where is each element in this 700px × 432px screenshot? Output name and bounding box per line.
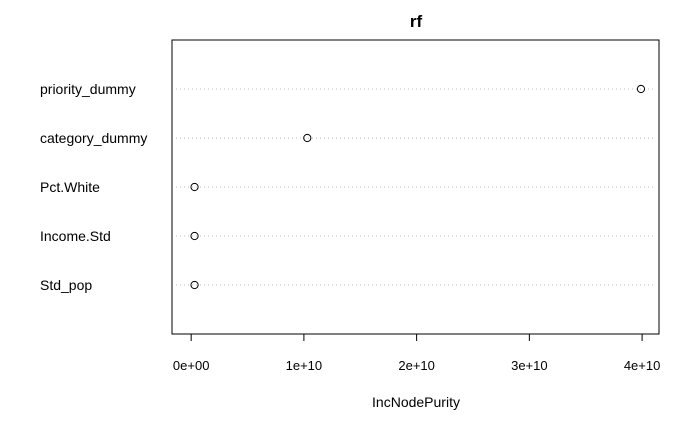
data-point	[303, 133, 312, 143]
grid-lines	[176, 88, 656, 286]
x-tick-label: 1e+10	[286, 358, 323, 373]
data-point	[636, 84, 646, 94]
category-label: priority_dummy	[40, 81, 136, 97]
category-label: Std_pop	[40, 277, 92, 293]
data-point	[190, 231, 199, 241]
data-point	[190, 280, 199, 290]
x-axis-ticks: 0e+00 1e+10 2e+10 3e+10 4e+10	[173, 334, 660, 373]
data-point	[190, 182, 199, 192]
x-tick-label: 2e+10	[398, 358, 435, 373]
category-label: Income.Std	[40, 228, 111, 244]
x-tick-label: 0e+00	[173, 358, 210, 373]
category-label: category_dummy	[40, 130, 147, 146]
category-label: Pct.White	[40, 179, 100, 195]
chart-title: rf	[410, 12, 423, 31]
x-axis-label: IncNodePurity	[372, 394, 460, 410]
x-tick-label: 3e+10	[511, 358, 548, 373]
category-labels: priority_dummy category_dummy Pct.White Inc…	[40, 81, 147, 293]
plot-frame	[171, 39, 660, 335]
data-points	[190, 84, 646, 290]
x-tick-label: 4e+10	[624, 358, 661, 373]
